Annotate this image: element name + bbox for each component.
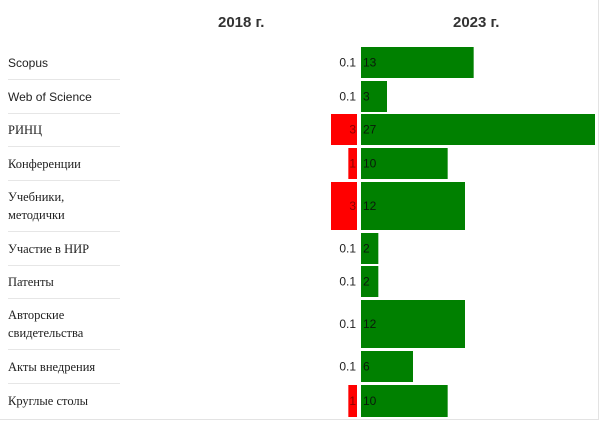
category-label: Scopus bbox=[8, 54, 48, 72]
bar-2023 bbox=[361, 300, 465, 348]
category-label-line: Учебники, bbox=[8, 190, 65, 204]
row-separator bbox=[8, 298, 120, 299]
category-label-line: Web of Science bbox=[8, 89, 92, 104]
bar-2023 bbox=[361, 81, 387, 112]
category-label: Патенты bbox=[8, 273, 54, 291]
bar-2018 bbox=[331, 114, 357, 145]
row-separator bbox=[8, 113, 120, 114]
bar-2018 bbox=[348, 148, 357, 179]
category-label: Web of Science bbox=[8, 88, 92, 106]
label-2023: 2 bbox=[363, 275, 370, 289]
category-label-line: Круглые столы bbox=[8, 394, 89, 408]
label-2023: 10 bbox=[363, 157, 377, 171]
label-2018: 0.1 bbox=[339, 90, 356, 104]
bar-2023 bbox=[361, 385, 448, 417]
label-2023: 12 bbox=[363, 317, 377, 331]
bar-2023 bbox=[361, 233, 379, 264]
bar-2023 bbox=[361, 351, 413, 382]
category-label: Авторские свидетельства bbox=[8, 306, 83, 342]
label-2023: 10 bbox=[363, 394, 377, 408]
label-2018: 1 bbox=[349, 157, 356, 171]
category-label: Акты внедрения bbox=[8, 358, 95, 376]
label-2018: 0.1 bbox=[339, 242, 356, 256]
row-separator bbox=[8, 146, 120, 147]
bar-2023 bbox=[361, 266, 379, 297]
row-separator bbox=[8, 265, 120, 266]
bar-2023 bbox=[361, 47, 474, 78]
row-separator bbox=[8, 79, 120, 80]
bar-2018 bbox=[348, 385, 357, 417]
category-label-line: Авторские bbox=[8, 308, 65, 322]
category-label-line: РИНЦ bbox=[8, 122, 43, 137]
bar-2023 bbox=[361, 182, 465, 230]
label-2023: 2 bbox=[363, 242, 370, 256]
category-label-line: Scopus bbox=[8, 55, 49, 70]
label-2023: 12 bbox=[363, 199, 377, 213]
label-2023: 6 bbox=[363, 360, 370, 374]
label-2018: 1 bbox=[349, 394, 356, 408]
label-2023: 13 bbox=[363, 56, 377, 70]
bar-2018 bbox=[331, 182, 357, 230]
row-separator bbox=[8, 383, 120, 384]
category-label-line: свидетельства bbox=[8, 326, 84, 340]
label-2018: 0.1 bbox=[339, 275, 356, 289]
category-label: Конференции bbox=[8, 155, 81, 173]
category-label-line: Патенты bbox=[8, 274, 54, 289]
category-label-line: методички bbox=[8, 208, 65, 222]
row-separator bbox=[8, 231, 120, 232]
category-label-line: Акты внедрения bbox=[8, 359, 96, 374]
bar-2023 bbox=[361, 114, 595, 145]
category-label: РИНЦ bbox=[8, 121, 42, 139]
category-label-line: Конференции bbox=[8, 156, 81, 171]
category-label: Учебники, методички bbox=[8, 188, 65, 224]
row-separator bbox=[8, 180, 120, 181]
category-label: Круглые столы bbox=[8, 392, 88, 410]
label-2018: 3 bbox=[349, 199, 356, 213]
row-separator bbox=[8, 349, 120, 350]
label-2018: 0.1 bbox=[339, 317, 356, 331]
category-label-line: Участие в НИР bbox=[8, 241, 90, 256]
label-2018: 3 bbox=[349, 123, 356, 137]
label-2018: 0.1 bbox=[339, 56, 356, 70]
header-2023: 2023 г. bbox=[453, 14, 500, 31]
category-label: Участие в НИР bbox=[8, 240, 89, 258]
bar-2023 bbox=[361, 148, 448, 179]
label-2023: 3 bbox=[363, 90, 370, 104]
header-2018: 2018 г. bbox=[218, 14, 265, 31]
label-2023: 27 bbox=[363, 123, 377, 137]
label-2018: 0.1 bbox=[339, 360, 356, 374]
